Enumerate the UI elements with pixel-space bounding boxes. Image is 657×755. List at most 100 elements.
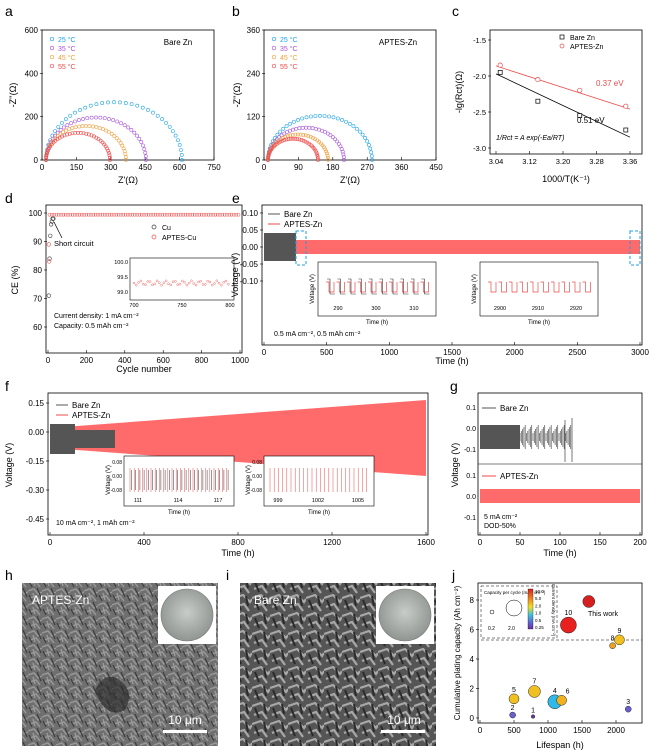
data-point	[139, 279, 143, 283]
data-point	[132, 212, 137, 217]
x-tick-label: 450	[429, 163, 443, 172]
data-point	[369, 154, 374, 159]
data-point	[73, 110, 77, 115]
data-point	[180, 158, 184, 162]
plot-frame	[41, 29, 215, 161]
y-tick-label: -0.05	[240, 260, 259, 269]
data-point	[331, 115, 336, 120]
data-point	[322, 145, 326, 150]
x-tick-label: 0	[40, 163, 45, 172]
data-point	[112, 212, 116, 217]
inset-x-label: Time (h)	[168, 510, 190, 516]
data-point	[169, 212, 174, 217]
data-point	[52, 212, 56, 217]
data-point	[266, 158, 270, 162]
data-point	[112, 134, 117, 138]
point-label: 5	[512, 687, 516, 694]
data-point	[322, 114, 327, 118]
zoom-box	[629, 230, 641, 266]
data-point	[326, 158, 330, 162]
data-point	[202, 212, 206, 217]
x-tick-label: 1500	[443, 348, 461, 357]
data-point	[94, 102, 99, 107]
data-point	[118, 100, 122, 105]
data-point	[121, 212, 126, 217]
x-tick-label: 1500	[573, 726, 591, 735]
data-point	[98, 212, 103, 217]
data-point	[318, 113, 322, 118]
data-point	[295, 137, 300, 141]
data-point	[108, 158, 112, 162]
data-point	[160, 283, 163, 287]
data-point	[61, 125, 66, 130]
data-point	[325, 153, 330, 158]
data-point	[190, 212, 195, 217]
data-point	[316, 156, 320, 161]
legend-marker	[49, 36, 55, 42]
data-point	[114, 136, 119, 141]
data-point	[115, 119, 120, 124]
y-tick-label: -0.08	[251, 488, 263, 494]
x-axis-label: Cycle number	[116, 364, 172, 374]
data-point	[181, 279, 184, 283]
inset-y-label: Voltage (V)	[472, 274, 478, 304]
data-point	[299, 138, 304, 142]
x-tick-label: 180	[326, 163, 340, 172]
data-point	[155, 212, 160, 217]
y-tick-label: 60	[33, 323, 42, 332]
colorbar-tick-label: 2.0	[535, 603, 542, 608]
legend-label: 45 °C	[58, 54, 76, 62]
data-point	[280, 138, 285, 143]
y-tick-label: 0.1	[466, 405, 476, 412]
data-point	[167, 212, 172, 217]
data-point	[330, 135, 335, 140]
bubble	[509, 711, 516, 719]
data-point	[58, 128, 63, 132]
data-point	[577, 113, 583, 118]
legend-label: Bare Zn	[570, 35, 595, 42]
legend-marker	[151, 234, 157, 240]
data-point	[169, 283, 173, 287]
data-point	[104, 128, 108, 133]
x-tick-label: 1005	[352, 498, 364, 504]
data-point	[195, 212, 199, 217]
x-tick-labels: 0 50 100 150 200	[478, 532, 647, 547]
data-point	[160, 117, 164, 122]
data-point	[335, 116, 340, 121]
x-tick-label: 750	[177, 303, 186, 309]
x-tick-label: 700	[129, 303, 138, 309]
data-point	[347, 121, 352, 126]
data-point	[363, 135, 367, 140]
point-label: 4	[553, 688, 557, 695]
panel-label: APTES-Zn	[379, 38, 417, 47]
data-point	[278, 129, 283, 134]
data-point	[128, 212, 133, 217]
data-point	[171, 280, 175, 283]
x-tick-label: 2910	[532, 306, 544, 312]
short-circuit-annotation: Short circuit	[54, 239, 95, 248]
bubble	[582, 595, 596, 608]
x-tick-label: 2900	[494, 306, 506, 312]
data-point	[303, 133, 308, 138]
data-point	[497, 62, 503, 68]
data-point	[162, 281, 166, 284]
scale-bar	[381, 730, 425, 733]
x-tick-labels: 3.04 3.12 3.20 3.28 3.36	[489, 151, 637, 166]
y-tick-label: 0.00	[112, 474, 122, 480]
bare-voltage-band	[50, 424, 75, 454]
data-point	[98, 115, 103, 120]
data-point	[87, 132, 91, 137]
data-point	[304, 115, 309, 120]
legend: 25 °C35 °C45 °C55 °C	[271, 36, 298, 71]
data-point	[165, 212, 169, 217]
x-axis-label: Time (h)	[221, 548, 254, 558]
data-point	[63, 212, 68, 217]
y-tick-label: 99.0	[117, 290, 128, 296]
data-point	[137, 212, 142, 217]
y-tick-label: 0	[34, 156, 39, 165]
data-point	[45, 151, 49, 155]
x-axis-label: Z'(Ω)	[340, 175, 360, 185]
aptes-voltage-band	[480, 489, 640, 503]
